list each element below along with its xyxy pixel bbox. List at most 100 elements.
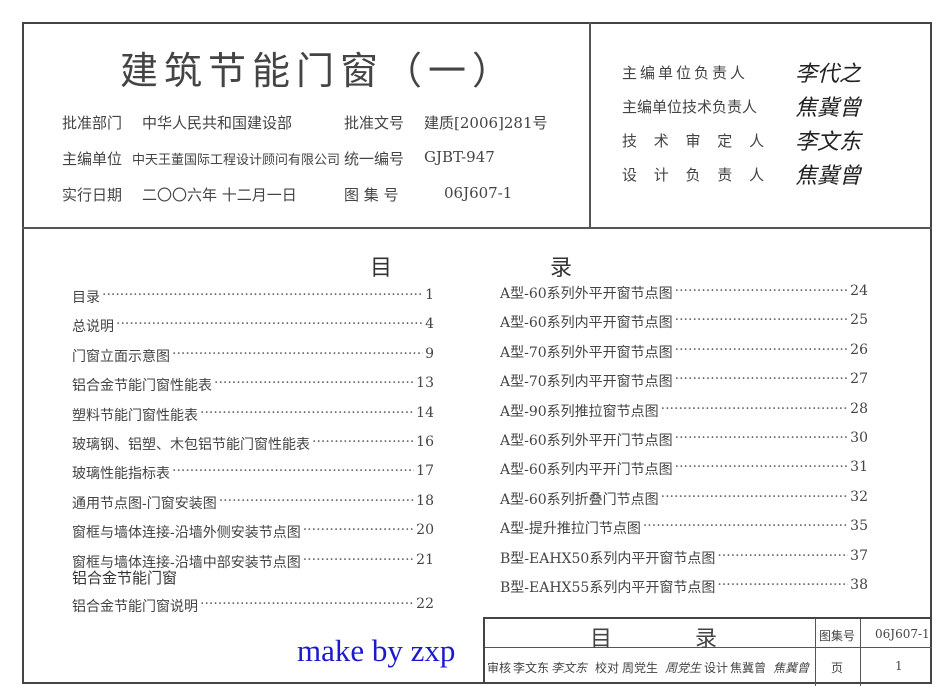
toc-entry-title: A型-60系列外平开窗节点图 (500, 286, 673, 302)
title-block-name: 录 (695, 627, 718, 652)
label: 图 集 号 (344, 186, 399, 204)
toc-entry-page: 13 (416, 375, 434, 392)
toc-entry-title: B型-EAHX55系列内平开窗节点图 (500, 580, 716, 596)
value: 李文东 (513, 661, 550, 675)
divider (589, 22, 591, 228)
toc-entry[interactable]: 通用节点图-门窗安装图 18 (72, 493, 434, 513)
toc-entry-page: 26 (850, 341, 868, 358)
leader-dots (172, 346, 423, 366)
toc-entry-page: 28 (850, 400, 868, 417)
leader-dots (643, 518, 848, 538)
label: 统一编号 (344, 150, 405, 168)
toc-entry-page: 37 (850, 547, 868, 564)
toc-heading: 录 (550, 256, 573, 281)
toc-entry-page: 35 (850, 518, 868, 535)
toc-entry[interactable]: B型-EAHX50系列内平开窗节点图 37 (500, 548, 868, 568)
signature: 周党生 (665, 661, 702, 675)
toc-entry-page: 38 (850, 577, 868, 593)
toc-entry-title: 铝合金节能门窗性能表 (72, 378, 212, 395)
toc-entry[interactable]: A型-提升推拉门节点图 35 (500, 518, 868, 538)
toc-heading: 目 (370, 256, 393, 281)
toc-entry-page: 24 (850, 283, 868, 299)
toc-entry[interactable]: 铝合金节能门窗说明 22 (72, 596, 434, 616)
watermark: make by zxp (297, 633, 456, 668)
page-label: 页 (831, 661, 844, 675)
value: 中天王董国际工程设计顾问有限公司 (132, 153, 341, 168)
toc-entry[interactable]: A型-60系列外平开窗节点图 24 (500, 283, 868, 303)
label: 设计 (704, 661, 729, 675)
leader-dots (675, 430, 849, 450)
value: 06J607-1 (444, 184, 513, 202)
toc-entry-page: 30 (850, 430, 868, 446)
toc-entry-title: A型-60系列内平开窗节点图 (500, 315, 673, 332)
toc-entry-title: 窗框与墙体连接-沿墙中部安装节点图 (72, 554, 301, 571)
toc-entry-title: A型-提升推拉门节点图 (500, 521, 641, 538)
toc-entry-page: 18 (416, 492, 434, 509)
leader-dots (675, 342, 849, 362)
toc-entry[interactable]: 窗框与墙体连接-沿墙外侧安装节点图 20 (72, 522, 434, 542)
toc-entry-page: 27 (850, 371, 868, 388)
toc-entry[interactable]: A型-70系列外平开窗节点图 26 (500, 342, 868, 362)
leader-dots (303, 522, 414, 542)
leader-dots (661, 489, 849, 509)
toc-entry-page: 17 (416, 463, 434, 480)
leader-dots (116, 316, 423, 336)
toc-entry-title: A型-70系列内平开窗节点图 (500, 374, 673, 391)
signature: 李文东 (551, 661, 588, 675)
toc-entry[interactable]: 塑料节能门窗性能表 14 (72, 405, 434, 425)
toc-entry-title: A型-60系列折叠门节点图 (500, 491, 659, 508)
toc-entry-page: 21 (416, 551, 434, 568)
toc-entry[interactable]: 玻璃性能指标表 17 (72, 463, 434, 483)
leader-dots (675, 283, 849, 303)
toc-entry-page: 22 (416, 596, 434, 612)
toc-entry-page: 4 (425, 316, 434, 333)
role: 主编单位负责人 (622, 64, 749, 82)
leader-dots (717, 548, 848, 568)
role: 设 计 负 责 人 (622, 166, 771, 184)
toc-entry[interactable]: 铝合金节能门窗性能表 13 (72, 375, 434, 395)
title-block-name: 目 (590, 627, 613, 652)
page-number: 1 (895, 659, 903, 673)
value: GJBT-947 (424, 148, 495, 166)
leader-dots (675, 459, 849, 479)
toc-entry-title: A型-90系列推拉窗节点图 (500, 403, 659, 420)
toc-entry[interactable]: A型-60系列内平开门节点图 31 (500, 459, 868, 479)
toc-entry-title: 玻璃性能指标表 (72, 466, 170, 483)
leader-dots (303, 552, 414, 572)
document-title: 建筑节能门窗（一） (120, 49, 517, 93)
toc-entry[interactable]: 玻璃钢、铝塑、木包铝节能门窗性能表 16 (72, 434, 434, 454)
toc-entry-title: 门窗立面示意图 (72, 348, 170, 365)
leader-dots (312, 434, 414, 454)
toc-entry-page: 32 (850, 488, 868, 505)
toc-entry[interactable]: 窗框与墙体连接-沿墙中部安装节点图 21 (72, 552, 434, 572)
leader-dots (200, 405, 414, 425)
toc-entry-page: 20 (416, 522, 434, 539)
toc-entry[interactable]: 门窗立面示意图 9 (72, 346, 434, 366)
drawing-frame (22, 22, 932, 684)
toc-entry[interactable]: A型-70系列内平开窗节点图 27 (500, 371, 868, 391)
divider (22, 227, 932, 229)
label: 批准文号 (344, 114, 405, 132)
atlas-label: 图集号 (819, 629, 856, 643)
toc-entry-title: B型-EAHX50系列内平开窗节点图 (500, 550, 716, 567)
toc-entry[interactable]: A型-90系列推拉窗节点图 28 (500, 401, 868, 421)
toc-entry-title: A型-60系列外平开门节点图 (500, 433, 673, 449)
label: 实行日期 (62, 186, 123, 204)
toc-entry[interactable]: B型-EAHX55系列内平开窗节点图 38 (500, 577, 868, 597)
leader-dots (102, 287, 423, 307)
toc-entry[interactable]: 目录 1 (72, 287, 434, 307)
section-heading: 铝合金节能门窗 (72, 569, 178, 587)
toc-entry-page: 1 (425, 287, 434, 303)
toc-entry-title: A型-60系列内平开门节点图 (500, 462, 673, 479)
toc-entry-title: 塑料节能门窗性能表 (72, 407, 198, 424)
toc-entry[interactable]: 总说明 4 (72, 316, 434, 336)
atlas-number: 06J607-1 (875, 627, 930, 641)
toc-entry-title: 总说明 (72, 319, 114, 336)
leader-dots (214, 375, 414, 395)
toc-entry[interactable]: A型-60系列内平开窗节点图 25 (500, 312, 868, 332)
toc-entry[interactable]: A型-60系列折叠门节点图 32 (500, 489, 868, 509)
toc-entry[interactable]: A型-60系列外平开门节点图 30 (500, 430, 868, 450)
role: 技 术 审 定 人 (622, 132, 771, 150)
signature: 焦冀曾 (795, 164, 862, 189)
title-block: 目 录 图集号 06J607-1 页 1 审核 李文东 李文东 校对 周党生 周… (483, 617, 932, 686)
